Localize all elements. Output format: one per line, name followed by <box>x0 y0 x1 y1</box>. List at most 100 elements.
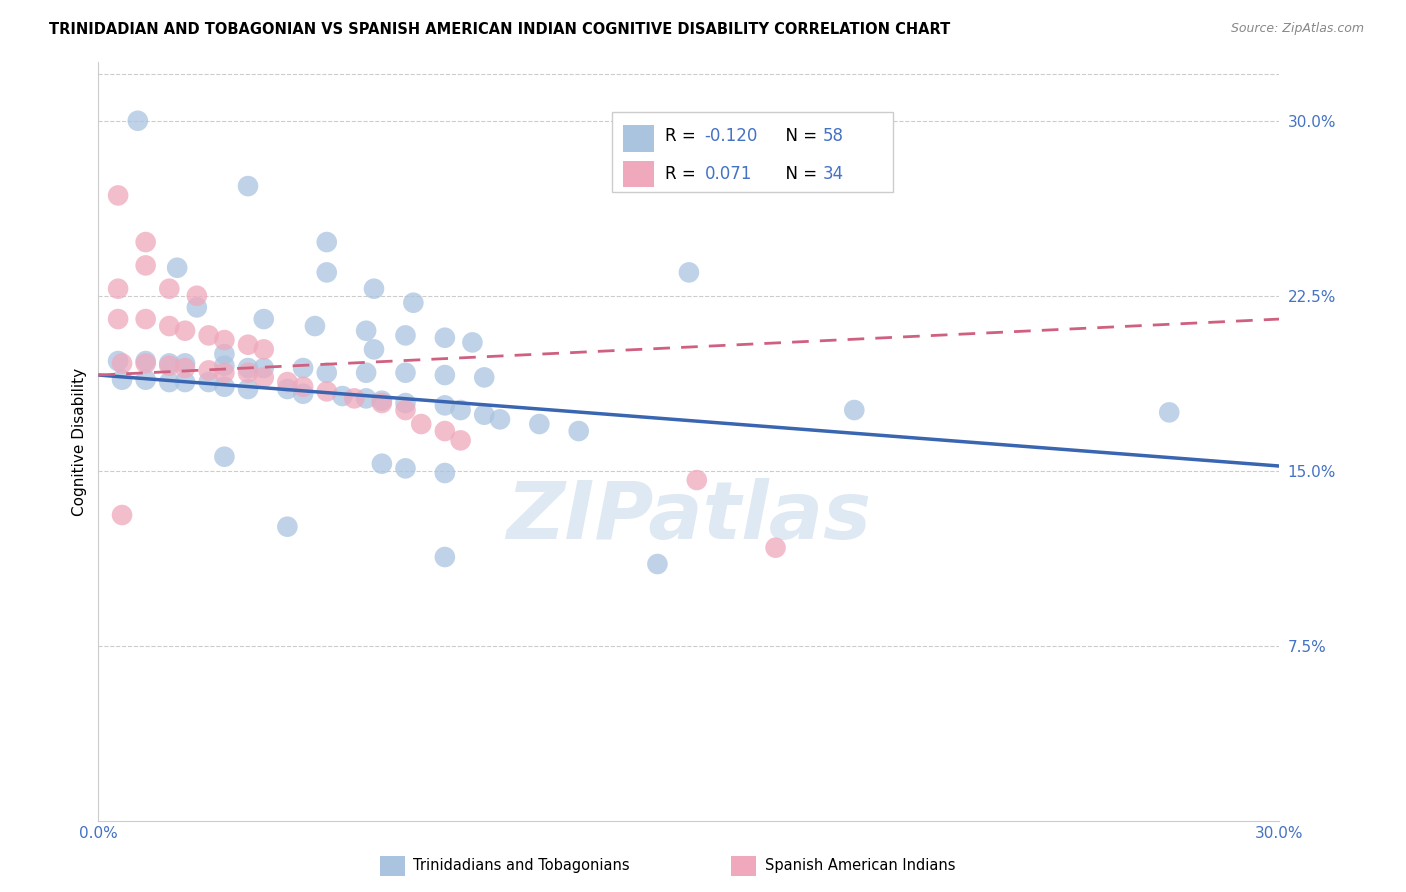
Point <box>253 312 276 326</box>
Text: ZIPatlas: ZIPatlas <box>506 478 872 557</box>
Point <box>236 366 259 380</box>
Point <box>253 343 276 357</box>
Point <box>292 380 315 394</box>
Point <box>371 396 394 410</box>
Point <box>363 343 385 357</box>
Point <box>461 335 484 350</box>
Text: R =: R = <box>665 165 706 183</box>
Point <box>450 434 472 448</box>
Point <box>394 366 416 380</box>
Point <box>135 235 157 249</box>
Point <box>157 375 180 389</box>
Point <box>394 396 416 410</box>
Point <box>214 333 236 347</box>
Point <box>214 347 236 361</box>
Point <box>647 557 669 571</box>
Text: Trinidadians and Tobagonians: Trinidadians and Tobagonians <box>413 858 630 872</box>
Point <box>157 359 180 373</box>
Point <box>315 366 337 380</box>
Point <box>107 312 129 326</box>
Point <box>433 549 456 564</box>
Point <box>214 380 236 394</box>
Point <box>127 113 149 128</box>
Point <box>174 324 197 338</box>
Point <box>678 265 700 279</box>
Point <box>292 361 315 376</box>
Point <box>236 179 259 194</box>
Point <box>107 354 129 368</box>
Y-axis label: Cognitive Disability: Cognitive Disability <box>72 368 87 516</box>
Point <box>433 331 456 345</box>
Point <box>197 363 219 377</box>
Point <box>765 541 787 555</box>
Point <box>135 356 157 370</box>
Point <box>174 356 197 370</box>
Point <box>214 359 236 373</box>
Point <box>315 384 337 399</box>
Point <box>107 282 129 296</box>
Point <box>1159 405 1181 419</box>
Text: N =: N = <box>775 128 823 145</box>
Point <box>433 466 456 480</box>
Point <box>236 382 259 396</box>
Point <box>157 282 180 296</box>
Point <box>411 417 433 431</box>
Point <box>166 260 188 275</box>
Point <box>186 289 208 303</box>
Point <box>433 398 456 412</box>
Point <box>157 356 180 370</box>
Point <box>332 389 354 403</box>
Point <box>489 412 512 426</box>
Point <box>276 375 298 389</box>
Point <box>107 188 129 202</box>
Point <box>394 403 416 417</box>
Point <box>433 368 456 382</box>
Point <box>354 366 377 380</box>
Point <box>135 373 157 387</box>
Text: 0.071: 0.071 <box>704 165 752 183</box>
Text: 34: 34 <box>823 165 844 183</box>
Point <box>292 386 315 401</box>
Point <box>844 403 866 417</box>
Point <box>253 370 276 384</box>
Point <box>371 457 394 471</box>
Point <box>236 337 259 351</box>
Point <box>174 375 197 389</box>
Point <box>343 392 366 406</box>
Point <box>111 373 134 387</box>
Point <box>315 265 337 279</box>
Point <box>111 356 134 370</box>
Point <box>529 417 551 431</box>
Point <box>363 282 385 296</box>
Text: TRINIDADIAN AND TOBAGONIAN VS SPANISH AMERICAN INDIAN COGNITIVE DISABILITY CORRE: TRINIDADIAN AND TOBAGONIAN VS SPANISH AM… <box>49 22 950 37</box>
Point <box>568 424 591 438</box>
Point <box>354 324 377 338</box>
Point <box>276 519 298 533</box>
Point <box>402 295 425 310</box>
Point <box>315 235 337 249</box>
Point <box>157 319 180 334</box>
Point <box>197 328 219 343</box>
Point <box>686 473 709 487</box>
Text: -0.120: -0.120 <box>704 128 758 145</box>
Point <box>354 392 377 406</box>
Point <box>394 328 416 343</box>
Text: Source: ZipAtlas.com: Source: ZipAtlas.com <box>1230 22 1364 36</box>
Point <box>276 382 298 396</box>
Text: 58: 58 <box>823 128 844 145</box>
Point <box>135 259 157 273</box>
Point <box>472 370 495 384</box>
Point <box>135 312 157 326</box>
Point <box>236 361 259 376</box>
Point <box>371 393 394 408</box>
Point <box>186 301 208 315</box>
Point <box>450 403 472 417</box>
Point <box>433 424 456 438</box>
Point <box>304 319 326 334</box>
Point <box>197 375 219 389</box>
Point <box>214 366 236 380</box>
Point <box>214 450 236 464</box>
Text: R =: R = <box>665 128 702 145</box>
Point <box>472 408 495 422</box>
Text: Spanish American Indians: Spanish American Indians <box>765 858 955 872</box>
